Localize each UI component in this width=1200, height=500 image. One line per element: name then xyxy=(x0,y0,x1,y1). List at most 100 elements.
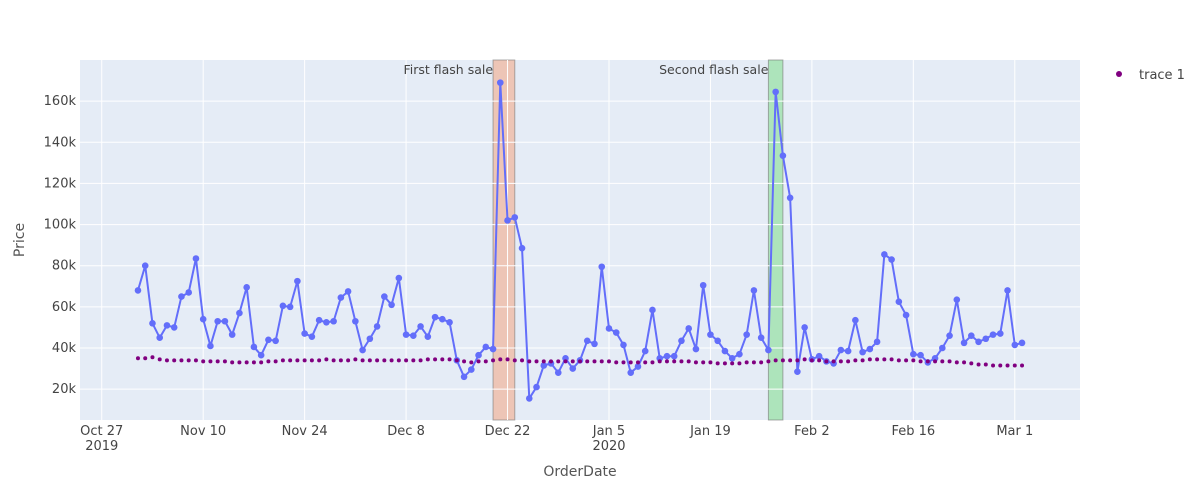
trend-point[interactable] xyxy=(998,363,1003,368)
price-point[interactable] xyxy=(678,337,685,345)
trend-point[interactable] xyxy=(295,358,300,363)
price-point[interactable] xyxy=(569,365,577,372)
price-point[interactable] xyxy=(815,352,823,360)
trend-point[interactable] xyxy=(534,359,539,364)
price-point[interactable] xyxy=(272,337,279,345)
price-point[interactable] xyxy=(757,334,765,342)
trend-point[interactable] xyxy=(628,360,633,365)
trend-point[interactable] xyxy=(809,358,814,363)
price-point[interactable] xyxy=(721,347,729,355)
trend-point[interactable] xyxy=(150,355,155,360)
price-point[interactable] xyxy=(975,338,982,346)
trend-point[interactable] xyxy=(860,358,865,363)
price-point[interactable] xyxy=(286,303,294,311)
trend-point[interactable] xyxy=(817,358,822,363)
trend-point[interactable] xyxy=(367,358,372,363)
price-point[interactable] xyxy=(511,214,519,221)
trend-point[interactable] xyxy=(1005,363,1010,368)
price-point[interactable] xyxy=(714,337,721,345)
trend-point[interactable] xyxy=(722,361,727,366)
price-point[interactable] xyxy=(939,344,946,352)
price-point[interactable] xyxy=(344,288,352,295)
price-point[interactable] xyxy=(554,369,562,376)
price-point[interactable] xyxy=(663,352,671,360)
price-point[interactable] xyxy=(634,363,642,370)
trend-point[interactable] xyxy=(179,358,184,363)
trend-point[interactable] xyxy=(715,361,720,366)
price-point[interactable] xyxy=(221,317,229,325)
trend-point[interactable] xyxy=(983,362,988,367)
price-point[interactable] xyxy=(236,309,243,317)
trend-point[interactable] xyxy=(940,359,945,364)
trend-point[interactable] xyxy=(143,356,148,361)
price-point[interactable] xyxy=(859,348,866,356)
price-point[interactable] xyxy=(410,332,417,339)
price-point[interactable] xyxy=(540,362,548,369)
trend-point[interactable] xyxy=(215,359,220,364)
trend-point[interactable] xyxy=(476,359,481,364)
trend-point[interactable] xyxy=(882,357,887,362)
trend-point[interactable] xyxy=(259,360,264,365)
price-point[interactable] xyxy=(699,281,707,289)
price-point[interactable] xyxy=(373,323,381,330)
price-point[interactable] xyxy=(996,330,1004,337)
price-point[interactable] xyxy=(257,351,265,359)
trend-point[interactable] xyxy=(280,358,285,363)
trend-point[interactable] xyxy=(462,359,467,364)
price-point[interactable] xyxy=(439,315,446,323)
price-point[interactable] xyxy=(656,354,664,362)
price-point[interactable] xyxy=(192,255,200,262)
price-point[interactable] xyxy=(989,331,997,338)
trend-point[interactable] xyxy=(331,358,336,363)
price-point[interactable] xyxy=(431,313,439,321)
price-point[interactable] xyxy=(1011,341,1019,349)
trend-point[interactable] xyxy=(962,360,967,365)
trend-point[interactable] xyxy=(273,359,278,364)
trend-point[interactable] xyxy=(889,357,894,362)
trend-point[interactable] xyxy=(193,358,198,363)
price-point[interactable] xyxy=(482,343,490,351)
trend-point[interactable] xyxy=(222,359,227,364)
trend-point[interactable] xyxy=(759,360,764,365)
trend-point[interactable] xyxy=(780,358,785,363)
price-point[interactable] xyxy=(627,369,635,376)
trend-point[interactable] xyxy=(135,356,140,361)
trend-point[interactable] xyxy=(433,357,438,362)
price-point[interactable] xyxy=(475,351,482,359)
price-point[interactable] xyxy=(765,346,772,354)
price-point[interactable] xyxy=(649,306,656,314)
trend-point[interactable] xyxy=(512,358,517,363)
price-point[interactable] xyxy=(982,335,990,343)
trend-point[interactable] xyxy=(730,361,735,366)
price-point[interactable] xyxy=(707,331,714,338)
trend-point[interactable] xyxy=(317,358,322,363)
trend-point[interactable] xyxy=(585,359,590,364)
price-point[interactable] xyxy=(359,346,366,354)
price-point[interactable] xyxy=(250,343,258,351)
price-point[interactable] xyxy=(402,331,410,338)
trend-point[interactable] xyxy=(686,359,691,364)
price-point[interactable] xyxy=(228,331,236,338)
price-point[interactable] xyxy=(388,301,395,309)
trend-point[interactable] xyxy=(541,359,546,364)
trend-point[interactable] xyxy=(737,361,742,366)
trend-point[interactable] xyxy=(375,358,380,363)
trend-point[interactable] xyxy=(599,359,604,364)
price-point[interactable] xyxy=(772,88,779,96)
trend-point[interactable] xyxy=(230,360,235,365)
trend-point[interactable] xyxy=(425,357,430,362)
trend-point[interactable] xyxy=(201,359,206,364)
price-point[interactable] xyxy=(504,217,511,224)
trend-point[interactable] xyxy=(520,358,525,363)
trend-point[interactable] xyxy=(911,358,916,363)
price-point[interactable] xyxy=(917,351,924,359)
price-point[interactable] xyxy=(489,345,497,353)
price-point[interactable] xyxy=(881,251,888,258)
trend-point[interactable] xyxy=(447,357,452,362)
trend-point[interactable] xyxy=(592,359,597,364)
trend-point[interactable] xyxy=(875,357,880,362)
price-point[interactable] xyxy=(844,347,852,355)
trend-point[interactable] xyxy=(288,358,293,363)
price-point[interactable] xyxy=(178,293,185,300)
trend-point[interactable] xyxy=(896,358,901,363)
